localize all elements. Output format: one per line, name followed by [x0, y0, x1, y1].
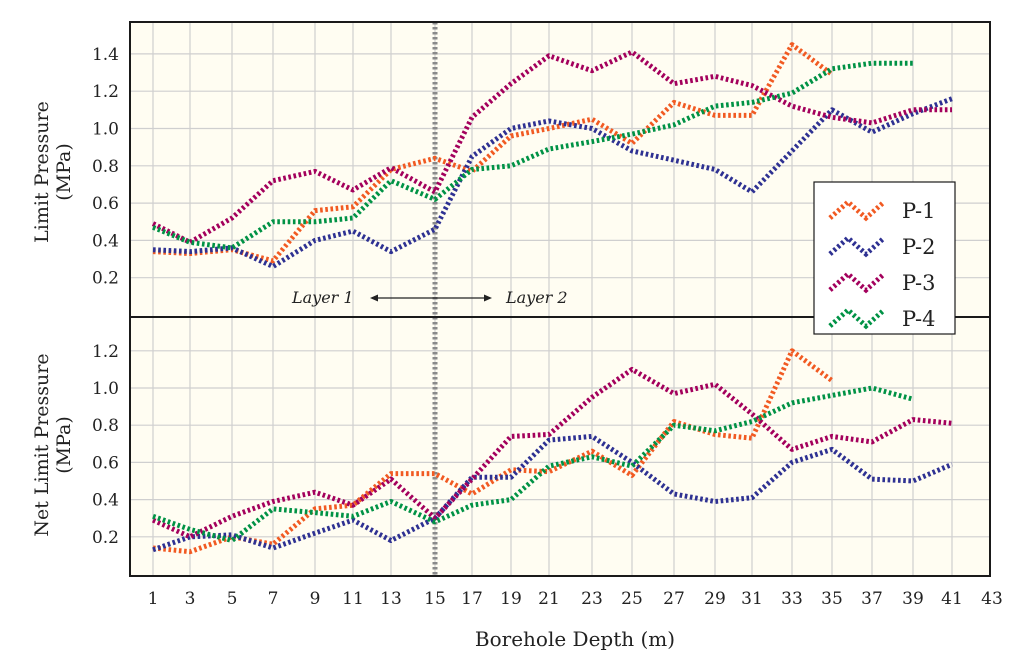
x-tick-label: 11: [342, 589, 364, 609]
x-tick-label: 21: [538, 589, 560, 609]
y-tick-label: 0.6: [92, 453, 119, 473]
x-tick-label: 17: [461, 589, 483, 609]
bottom-y-axis-title-line1: Net Limit Pressure: [31, 353, 53, 536]
plot-frame: [129, 21, 991, 577]
x-tick-label: 29: [704, 589, 726, 609]
x-tick-label: 39: [902, 589, 924, 609]
legend-label-p-3: P-3: [902, 271, 935, 295]
series-line-p-4: [152, 385, 914, 543]
y-tick-label: 0.4: [92, 491, 119, 511]
y-tick-label: 1.2: [92, 342, 119, 362]
y-tick-label: 1.0: [92, 379, 119, 399]
x-tick-label: 23: [581, 589, 603, 609]
x-tick-label: 15: [424, 589, 446, 609]
x-tick-label: 9: [310, 589, 321, 609]
x-tick-label: 1: [148, 589, 159, 609]
legend-swatch-p-2: [828, 234, 886, 258]
net-limit-pressure-series: [151, 348, 953, 555]
x-tick-label: 43: [981, 589, 1003, 609]
x-tick-label: 27: [663, 589, 685, 609]
x-tick-label: 7: [268, 589, 279, 609]
legend-swatch-p-1: [828, 198, 886, 222]
x-tick-label: 33: [781, 589, 803, 609]
y-tick-label: 1.2: [92, 82, 119, 102]
x-tick-label: 19: [500, 589, 522, 609]
y-tick-label: 1.4: [92, 45, 119, 65]
y-tick-label: 1.0: [92, 120, 119, 140]
legend-box: [813, 181, 956, 335]
series-line-p-1: [152, 42, 834, 264]
limit-pressure-series: [151, 42, 953, 269]
layer2-label: Layer 2: [505, 288, 568, 307]
y-tick-label: 0.8: [92, 157, 119, 177]
top-y-axis-title-line2: (MPa): [53, 143, 75, 201]
legend-swatch-p-4: [828, 306, 886, 330]
series-line-p-2: [152, 433, 953, 553]
layer-arrow-right-head: [484, 294, 492, 302]
top-y-axis-title: Limit Pressure (MPa): [31, 101, 75, 243]
y-tick-label: 0.4: [92, 231, 119, 251]
layer-annotation: Layer 1 Layer 2: [291, 288, 568, 307]
y-tick-label: 0.2: [92, 269, 119, 289]
legend-label-p-2: P-2: [902, 235, 935, 259]
top-y-axis-title-line1: Limit Pressure: [31, 101, 53, 243]
x-tick-label: 5: [227, 589, 238, 609]
series-line-p-3: [151, 49, 952, 245]
legend-label-p-1: P-1: [902, 199, 935, 223]
x-tick-label: 37: [861, 589, 883, 609]
y-tick-label: 0.2: [92, 528, 119, 548]
y-tick-labels: 0.2 0.4 0.6 0.8 1.0 1.2 1.4 0.2 0.4 0.6 0.8 1.0 1.2: [92, 45, 119, 548]
bottom-y-axis-title-line2: (MPa): [53, 416, 75, 474]
gridlines: [130, 22, 990, 576]
x-tick-labels: 1 3 5 7 9 11 13 15 17 19 21 23 25 27 29 31 33 35 37 39 41 43: [148, 589, 1003, 609]
x-tick-label: 31: [741, 589, 763, 609]
y-tick-label: 0.8: [92, 416, 119, 436]
series-line-p-1: [152, 348, 834, 555]
x-tick-label: 13: [380, 589, 402, 609]
y-tick-label: 0.6: [92, 194, 119, 214]
x-tick-label: 3: [185, 589, 196, 609]
series-line-p-2: [152, 96, 953, 269]
x-axis-title: Borehole Depth (m): [475, 627, 675, 651]
layer1-label: Layer 1: [291, 288, 354, 307]
legend-swatch-p-3: [828, 270, 886, 294]
bottom-y-axis-title: Net Limit Pressure (MPa): [31, 353, 75, 536]
x-tick-label: 41: [941, 589, 963, 609]
series-line-p-3: [151, 366, 953, 540]
legend: P-1 P-2 P-3 P-4: [813, 181, 956, 335]
layer-arrow-left-head: [370, 294, 378, 302]
x-tick-label: 35: [821, 589, 843, 609]
x-tick-label: 25: [621, 589, 643, 609]
legend-label-p-4: P-4: [902, 307, 935, 331]
